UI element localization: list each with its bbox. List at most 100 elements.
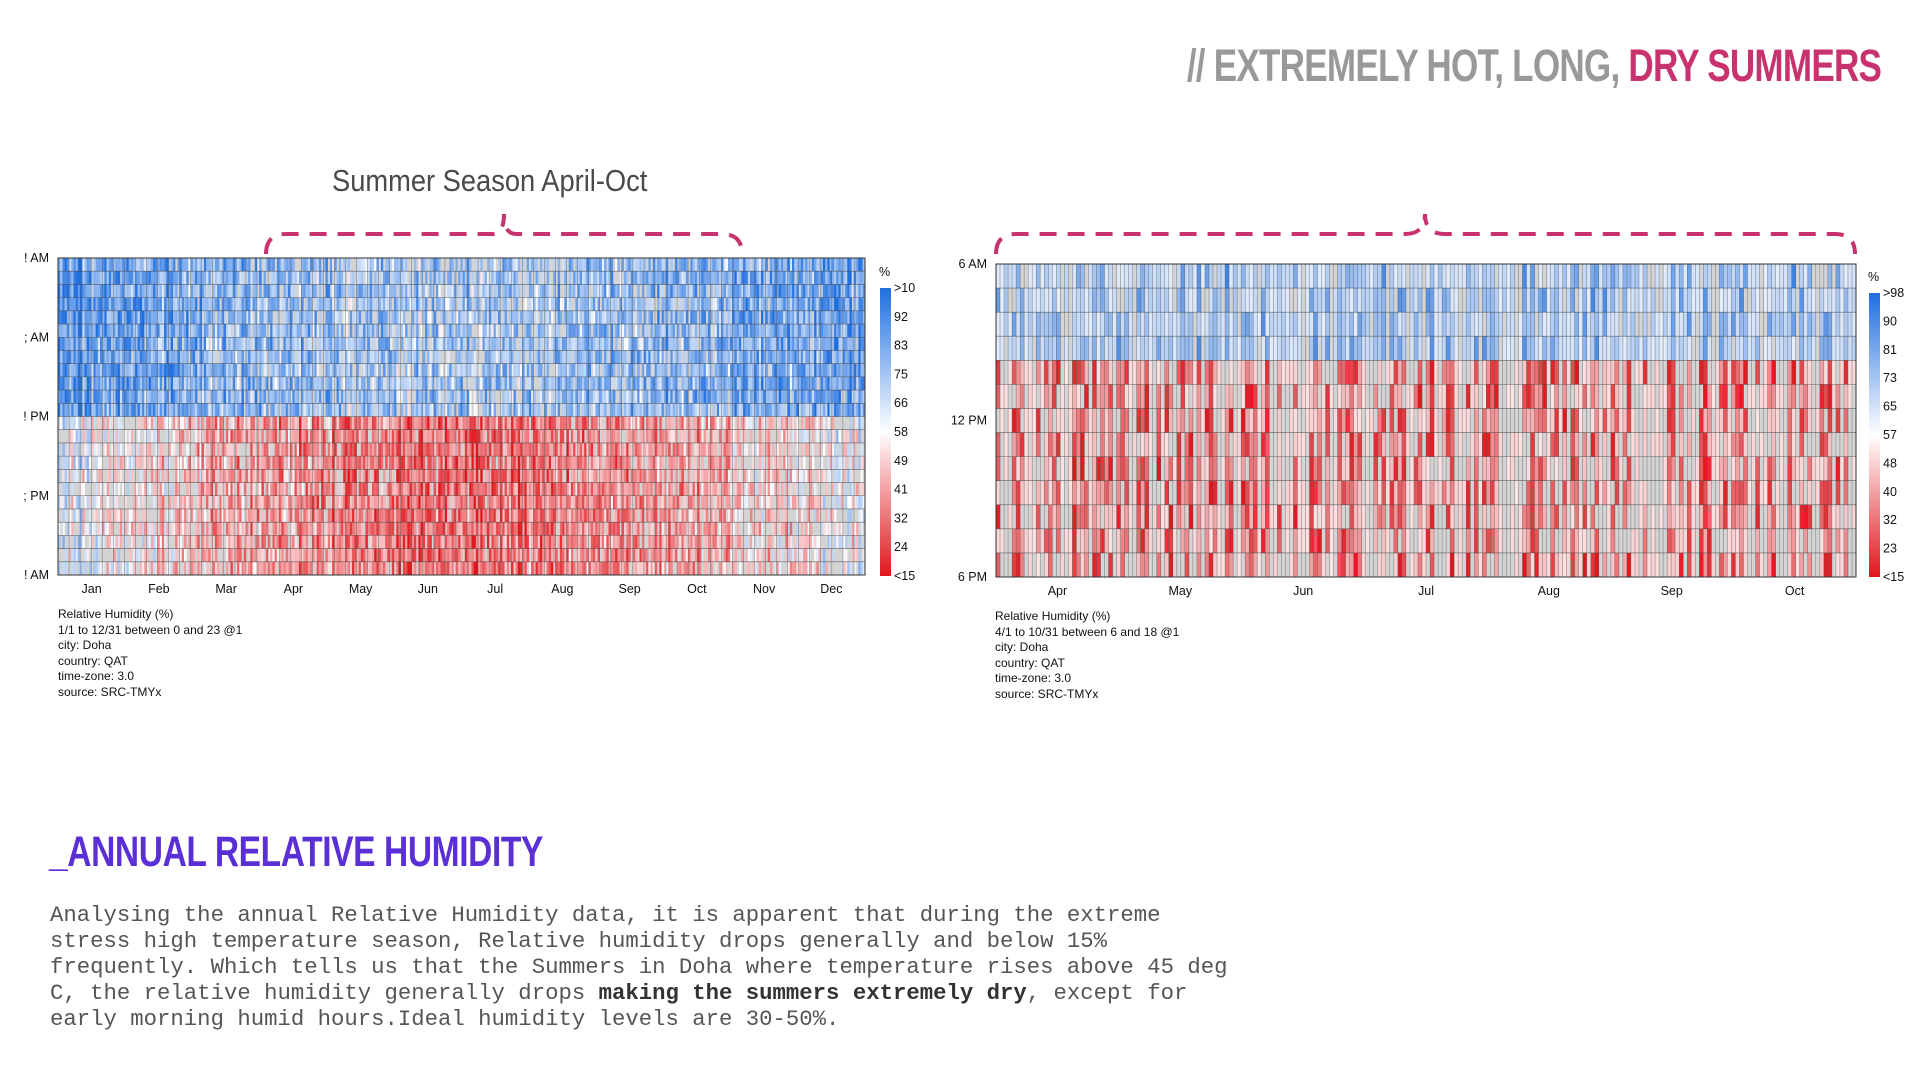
- chart1-heat-cell: [157, 310, 160, 325]
- chart1-heat-cell: [135, 284, 138, 298]
- chart1-heat-cell: [276, 456, 280, 470]
- chart1-heat-cell: [303, 508, 306, 523]
- chart1-heat-cell: [268, 350, 271, 364]
- chart1-heat-cell: [582, 469, 585, 483]
- chart1-heat-cell: [303, 350, 306, 364]
- chart1-heat-cell: [327, 297, 331, 312]
- chart1-heat-cell: [248, 390, 251, 404]
- chart1-heat-cell: [559, 376, 563, 391]
- chart1-heat-cell: [345, 469, 348, 483]
- chart1-heat-cell: [416, 284, 419, 298]
- chart1-heat-cell: [188, 403, 191, 417]
- chart1-heat-cell: [314, 390, 317, 404]
- chart1-heat-cell: [553, 376, 556, 391]
- chart1-heat-cell: [539, 376, 543, 391]
- chart1-heat-cell: [223, 324, 227, 338]
- chart1-heat-cell: [453, 495, 457, 510]
- chart1-heat-cell: [440, 535, 443, 549]
- chart1-heat-cell: [537, 535, 541, 549]
- chart1-heat-cell: [484, 390, 488, 404]
- chart1-heat-cell: [144, 522, 147, 536]
- chart1-heat-cell: [212, 522, 216, 536]
- chart1-heat-cell: [486, 376, 490, 391]
- chart1-heat-cell: [234, 310, 238, 325]
- chart1-heat-cell: [77, 376, 81, 391]
- chart1-heat-cell: [440, 442, 443, 457]
- chart1-heat-cell: [575, 416, 578, 430]
- chart1-heat-cell: [115, 456, 118, 470]
- chart1-heat-cell: [276, 376, 280, 391]
- chart1-heat-cell: [588, 376, 592, 391]
- chart1-heat-cell: [228, 350, 231, 364]
- chart1-heat-cell: [562, 482, 565, 496]
- chart1-heat-cell: [285, 284, 289, 298]
- chart1-heat-cell: [64, 548, 68, 562]
- chart1-heat-cell: [60, 271, 63, 285]
- chart1-heat-cell: [310, 390, 313, 404]
- chart1-heat-cell: [108, 535, 112, 549]
- chart1-heat-cell: [467, 350, 470, 364]
- chart1-heat-cell: [391, 522, 395, 536]
- chart1-heat-cell: [195, 442, 198, 457]
- chart1-heat-cell: [336, 548, 339, 562]
- chart1-heat-cell: [573, 284, 576, 298]
- chart1-heat-cell: [542, 561, 545, 576]
- chart1-heat-cell: [425, 284, 428, 298]
- chart1-heat-cell: [475, 548, 479, 562]
- chart1-heat-cell: [363, 456, 366, 470]
- chart1-heat-cell: [214, 469, 218, 483]
- chart1-heat-cell: [252, 363, 255, 378]
- chart1-heat-cell: [593, 561, 596, 576]
- chart1-heat-cell: [199, 350, 202, 364]
- chart1-heat-cell: [292, 522, 295, 536]
- chart1-heat-cell: [586, 284, 589, 298]
- chart1-heat-cell: [389, 535, 393, 549]
- chart1-heat-cell: [502, 469, 505, 483]
- chart1-heat-cell: [442, 495, 446, 510]
- chart1-heat-cell: [555, 495, 558, 510]
- chart1-heat-cell: [88, 416, 92, 430]
- chart1-heat-cell: [548, 284, 552, 298]
- chart1-heat-cell: [568, 482, 572, 496]
- chart1-heat-cell: [509, 429, 512, 444]
- chart1-heat-cell: [230, 535, 233, 549]
- chart1-heat-cell: [482, 508, 485, 523]
- chart1-heat-cell: [537, 284, 541, 298]
- chart1-heat-cell: [422, 390, 426, 404]
- chart1-heat-cell: [504, 561, 508, 576]
- chart1-heat-cell: [245, 429, 249, 444]
- chart1-heat-cell: [325, 258, 328, 272]
- chart1-heat-cell: [573, 363, 576, 378]
- chart1-heat-cell: [195, 271, 198, 285]
- chart1-heat-cell: [420, 429, 424, 444]
- chart1-heat-cell: [584, 416, 587, 430]
- chart1-heat-cell: [214, 561, 218, 576]
- chart1-heat-cell: [354, 337, 357, 351]
- chart1-heat-cell: [462, 522, 466, 536]
- chart1-heat-cell: [329, 297, 333, 312]
- chart1-heat-cell: [418, 258, 421, 272]
- chart1-heat-cell: [365, 469, 368, 483]
- chart1-heat-cell: [544, 403, 547, 417]
- chart1-heat-cell: [117, 284, 121, 298]
- chart1-heat-cell: [486, 495, 490, 510]
- chart1-heat-cell: [531, 337, 534, 351]
- chart1-heat-cell: [473, 297, 477, 312]
- chart1-heat-cell: [400, 469, 404, 483]
- chart1-heat-cell: [115, 363, 118, 378]
- chart1-heat-cell: [597, 456, 600, 470]
- chart1-heat-cell: [241, 284, 244, 298]
- chart1-heat-cell: [471, 429, 474, 444]
- chart1-heat-cell: [276, 284, 280, 298]
- chart1-heat-cell: [122, 271, 125, 285]
- chart1-heat-cell: [334, 522, 337, 536]
- chart1-heat-cell: [241, 416, 244, 430]
- chart1-heat-cell: [383, 522, 386, 536]
- chart1-heat-cell: [559, 337, 563, 351]
- chart1-heat-cell: [241, 337, 244, 351]
- chart1-heat-cell: [265, 495, 269, 510]
- chart1-heat-cell: [402, 442, 406, 457]
- chart1-heat-cell: [517, 495, 521, 510]
- chart1-heat-cell: [582, 258, 585, 272]
- chart1-heat-cell: [573, 508, 576, 523]
